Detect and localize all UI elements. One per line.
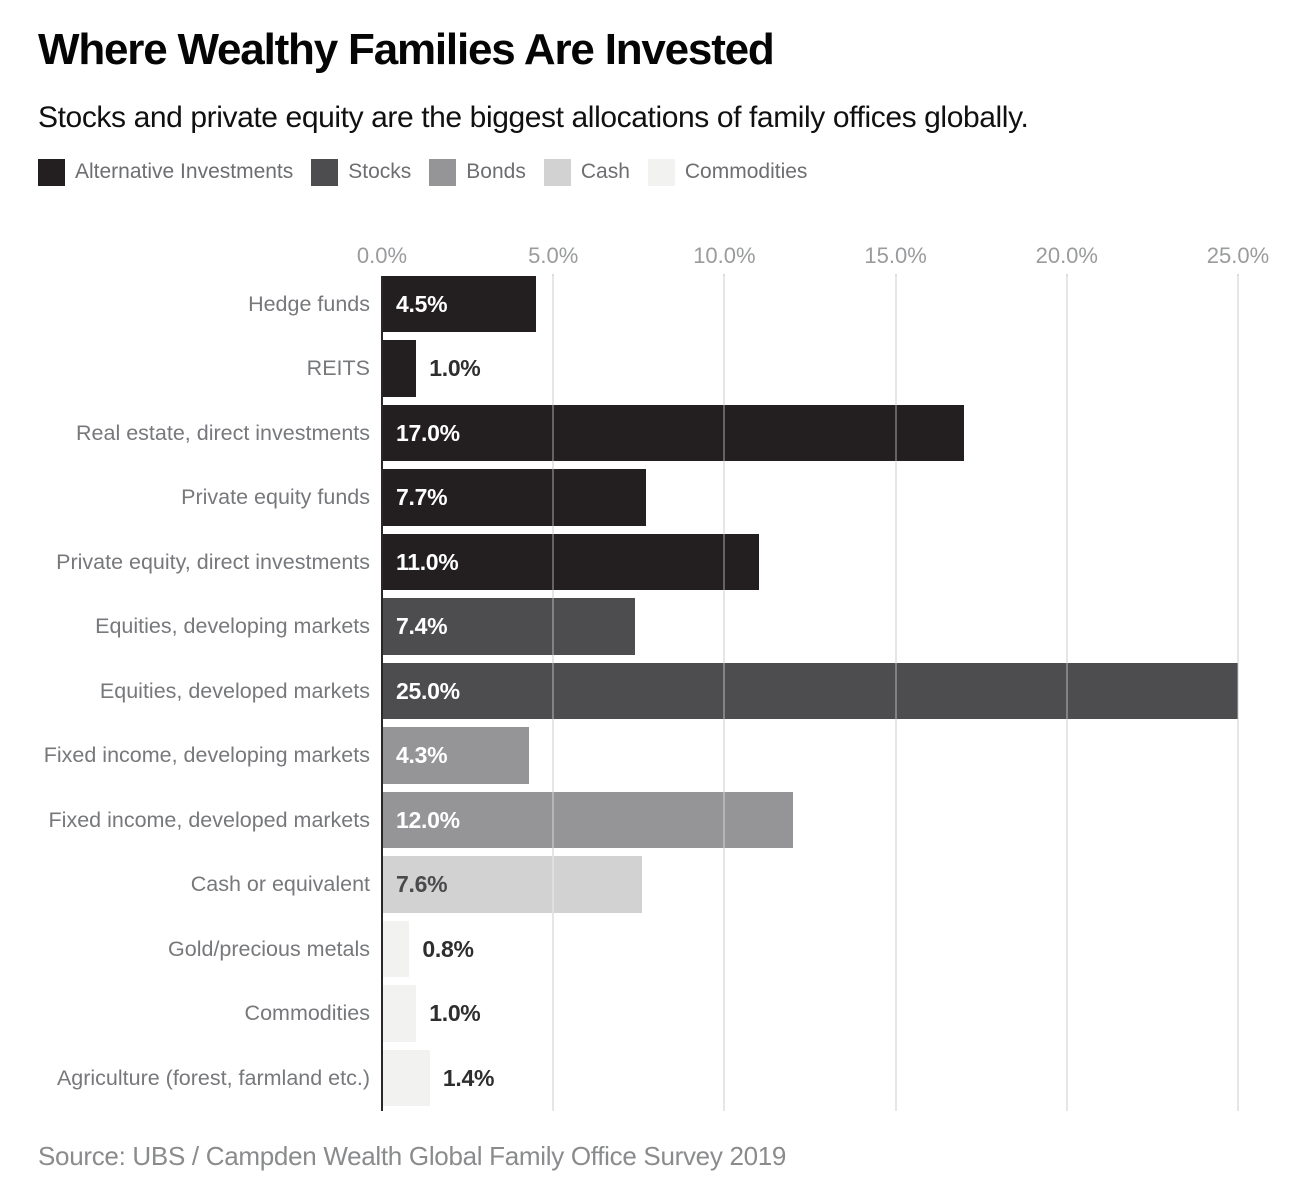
y-axis-line	[381, 275, 383, 1111]
bar-commodities	[382, 920, 410, 977]
bar-value-label: 7.7%	[396, 484, 448, 510]
category-label: Equities, developing markets	[95, 614, 370, 638]
gridline-overlay	[1237, 275, 1239, 1111]
bar-cash	[382, 856, 643, 913]
legend-label: Commodities	[684, 160, 808, 183]
category-label: Private equity, direct investments	[56, 549, 370, 574]
chart-subtitle: Stocks and private equity are the bigges…	[38, 101, 1029, 134]
bar-bonds	[382, 727, 530, 784]
bar-stocks	[382, 662, 1238, 719]
category-label: Hedge funds	[248, 291, 370, 316]
category-label: Real estate, direct investments	[76, 420, 370, 445]
bar-value-label: 4.5%	[396, 290, 448, 317]
legend-swatch-icon	[647, 158, 675, 186]
legend-swatch-icon	[429, 158, 457, 186]
category-label: REITS	[306, 356, 370, 380]
bar-commodities	[382, 1049, 430, 1106]
bar-value-label: 0.8%	[422, 935, 474, 962]
x-axis-tick-label: 10.0%	[693, 242, 756, 268]
x-axis-tick-label: 15.0%	[864, 242, 927, 268]
bar-alternative-investments	[382, 275, 537, 332]
bar-value-label: 17.0%	[396, 419, 460, 446]
source-note: Source: UBS / Campden Wealth Global Fami…	[38, 1140, 787, 1171]
bar-alternative-investments	[382, 533, 759, 590]
bar-value-label: 12.0%	[396, 806, 460, 833]
x-axis-tick-label: 25.0%	[1206, 242, 1270, 268]
gridline-overlay	[552, 275, 555, 1111]
category-label: Fixed income, developing markets	[43, 743, 370, 767]
category-label: Cash or equivalent	[190, 872, 370, 896]
bar-value-label: 1.0%	[429, 355, 481, 381]
bar-stocks	[382, 598, 636, 655]
x-axis-tick-label: 20.0%	[1035, 242, 1098, 268]
gridline-overlay	[723, 275, 726, 1111]
legend-item: Alternative Investments	[38, 158, 294, 186]
legend-label: Alternative Investments	[75, 160, 294, 183]
category-label: Gold/precious metals	[168, 936, 370, 961]
chart-legend: Alternative Investments Stocks Bonds Cash Co…	[38, 158, 1264, 186]
category-label: Commodities	[244, 1001, 370, 1025]
category-label: Agriculture (forest, farmland etc.)	[56, 1065, 370, 1090]
category-label: Private equity funds	[181, 485, 370, 509]
legend-swatch-icon	[38, 158, 65, 186]
bar-chart: 0.0% 5.0% 10.0% 15.0% 20.0% 25.0% Hedge funds 4…	[38, 242, 1269, 1111]
bar-value-label: 4.3%	[396, 742, 448, 768]
gridline-overlay	[894, 275, 897, 1111]
legend-item: Commodities	[647, 158, 808, 186]
legend-label: Bonds	[466, 160, 526, 183]
chart-title: Where Wealthy Families Are Invested	[38, 25, 775, 74]
legend-label: Stocks	[348, 160, 412, 183]
gridline-overlay	[1065, 275, 1068, 1111]
bar-value-label: 25.0%	[396, 677, 460, 704]
legend-label: Cash	[580, 160, 630, 183]
legend-swatch-icon	[311, 158, 339, 186]
bar-value-label: 1.4%	[442, 1064, 495, 1091]
legend-item: Bonds	[429, 158, 526, 186]
gridline	[1237, 273, 1239, 1111]
bar-value-label: 1.0%	[429, 1000, 481, 1026]
bar-alternative-investments	[382, 469, 646, 526]
legend-swatch-icon	[543, 158, 571, 186]
category-label: Fixed income, developed markets	[48, 807, 370, 832]
bar-commodities	[382, 985, 417, 1042]
category-label: Equities, developed markets	[99, 678, 370, 703]
x-axis-tick-label: 0.0%	[356, 242, 408, 268]
bar-value-label: 7.6%	[396, 871, 448, 897]
bar-value-label: 7.4%	[396, 613, 448, 639]
bar-value-label: 11.0%	[396, 548, 459, 575]
legend-item: Cash	[543, 158, 630, 186]
x-axis-tick-label: 5.0%	[528, 242, 579, 268]
legend-item: Stocks	[311, 158, 412, 186]
bar-alternative-investments	[382, 404, 965, 461]
bar-alternative-investments	[382, 340, 417, 397]
bar-bonds	[382, 791, 793, 848]
